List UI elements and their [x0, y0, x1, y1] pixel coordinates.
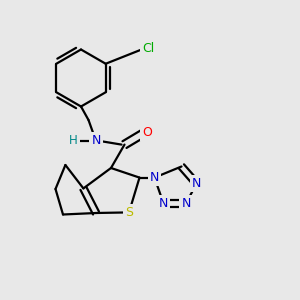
Text: N: N [159, 197, 168, 210]
Text: S: S [125, 206, 133, 219]
Text: O: O [142, 126, 152, 139]
Text: N: N [181, 197, 191, 210]
Text: N: N [150, 171, 159, 184]
Text: N: N [91, 134, 101, 148]
Text: Cl: Cl [142, 41, 154, 55]
Text: H: H [69, 134, 78, 148]
Text: N: N [192, 177, 201, 190]
